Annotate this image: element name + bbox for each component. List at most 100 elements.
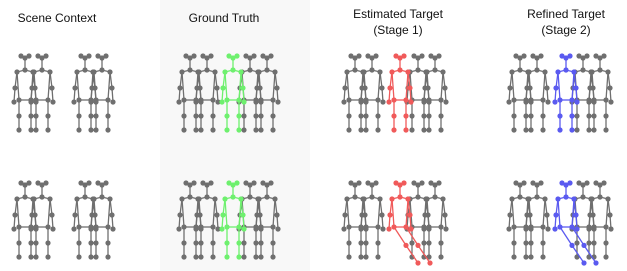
joint <box>534 67 539 72</box>
joint <box>177 85 182 90</box>
joint <box>236 224 241 229</box>
joint <box>12 212 17 217</box>
joint <box>76 224 81 229</box>
joint <box>224 254 229 259</box>
joint <box>403 127 408 132</box>
joint <box>193 226 198 231</box>
joint <box>375 113 380 118</box>
joint <box>103 180 108 185</box>
panel-title: Scene Context <box>18 11 97 25</box>
joint <box>603 240 608 245</box>
panel-subtitle: (Stage 2) <box>541 23 590 37</box>
joint <box>540 113 545 118</box>
joint <box>234 180 239 185</box>
joint <box>210 97 215 102</box>
joint <box>528 113 533 118</box>
joint <box>587 212 592 217</box>
bone <box>378 199 380 227</box>
joint <box>194 85 199 90</box>
joint <box>421 226 426 231</box>
joint <box>93 240 98 245</box>
joint <box>254 85 259 90</box>
joint <box>591 127 596 132</box>
joint <box>238 196 243 201</box>
joint <box>258 127 263 132</box>
joint <box>11 99 16 104</box>
joint <box>540 224 545 229</box>
joint <box>513 53 518 58</box>
joint <box>247 67 252 72</box>
joint <box>198 224 203 229</box>
joint <box>432 194 437 199</box>
joint <box>363 240 368 245</box>
joint <box>179 196 184 201</box>
bone <box>394 227 406 245</box>
joint <box>603 113 608 118</box>
joint <box>193 99 198 104</box>
joint <box>270 127 275 132</box>
joint <box>511 113 516 118</box>
joint <box>574 240 579 245</box>
joint <box>391 97 396 102</box>
joint <box>220 85 225 90</box>
joint <box>380 99 385 104</box>
joint <box>608 99 613 104</box>
joint <box>421 99 426 104</box>
joint <box>33 240 38 245</box>
joint <box>274 85 279 90</box>
joint <box>511 254 516 259</box>
joint <box>212 69 217 74</box>
joint <box>264 194 269 199</box>
joint <box>181 97 186 102</box>
joint <box>240 212 245 217</box>
joint <box>93 127 98 132</box>
joint <box>363 113 368 118</box>
joint <box>268 53 273 58</box>
joint <box>181 113 186 118</box>
joint <box>415 194 420 199</box>
joint <box>274 212 279 217</box>
joint <box>393 180 398 185</box>
joint <box>363 127 368 132</box>
bone <box>392 72 394 100</box>
joint <box>82 67 87 72</box>
joint <box>241 254 246 259</box>
bone <box>17 72 19 100</box>
joint <box>586 127 591 132</box>
bone <box>606 199 608 227</box>
joint <box>559 180 564 185</box>
joint <box>110 99 115 104</box>
joint <box>574 127 579 132</box>
joint <box>256 69 261 74</box>
joint <box>591 97 596 102</box>
bone <box>378 72 380 100</box>
joint <box>426 127 431 132</box>
joint <box>82 194 87 199</box>
joint <box>586 99 591 104</box>
joint <box>93 224 98 229</box>
joint <box>210 240 215 245</box>
joint <box>45 254 50 259</box>
joint <box>426 97 431 102</box>
joint <box>22 194 27 199</box>
joint <box>93 254 98 259</box>
joint <box>534 194 539 199</box>
joint <box>198 113 203 118</box>
panel-title: Estimated Target <box>353 7 443 21</box>
joint <box>607 212 612 217</box>
joint <box>243 180 248 185</box>
joint <box>194 212 199 217</box>
joint <box>607 85 612 90</box>
joint <box>523 226 528 231</box>
joint <box>513 180 518 185</box>
joint <box>557 224 562 229</box>
joint <box>243 53 248 58</box>
joint <box>193 113 198 118</box>
joint <box>563 194 568 199</box>
joint <box>238 69 243 74</box>
joint <box>50 226 55 231</box>
joint <box>608 226 613 231</box>
bone <box>108 199 110 227</box>
joint <box>401 53 406 58</box>
joint <box>589 69 594 74</box>
